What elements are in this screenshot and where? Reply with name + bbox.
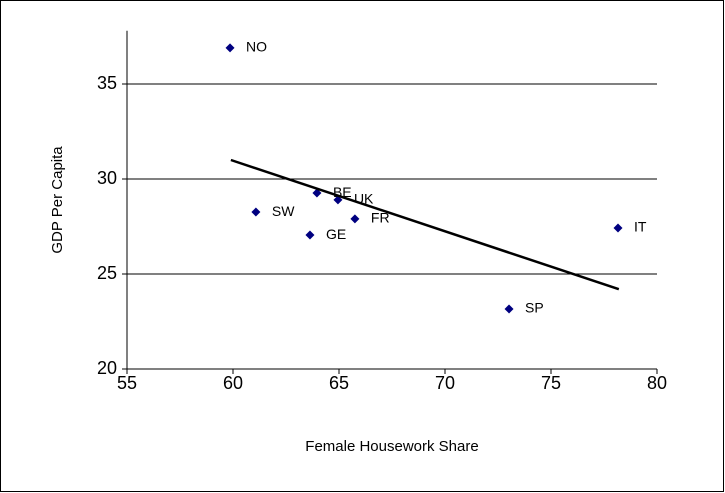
point-label: IT (634, 219, 647, 235)
point-label: FR (371, 210, 390, 226)
point-label: SW (272, 203, 295, 219)
point (225, 43, 235, 53)
point (504, 304, 514, 314)
x-axis-title: Female Housework Share (305, 438, 478, 455)
x-tick-label: 70 (435, 373, 455, 393)
x-tick-label: 75 (541, 373, 561, 393)
point-label: GE (326, 226, 346, 242)
y-tick-label: 25 (97, 263, 117, 283)
point-label: NO (246, 39, 267, 55)
y-tick-label: 20 (97, 358, 117, 378)
point (350, 214, 360, 224)
point (251, 207, 261, 217)
y-axis-title: GDP Per Capita (49, 146, 66, 254)
point (305, 230, 315, 240)
x-tick-label: 65 (329, 373, 349, 393)
x-tick-label: 80 (647, 373, 667, 393)
x-tick-label: 55 (117, 373, 137, 393)
y-tick-label: 35 (97, 73, 117, 93)
y-tick-label: 30 (97, 168, 117, 188)
trendline (230, 158, 620, 291)
point (312, 188, 322, 198)
point-label: SP (525, 300, 544, 316)
x-tick-label: 60 (223, 373, 243, 393)
point (613, 223, 623, 233)
